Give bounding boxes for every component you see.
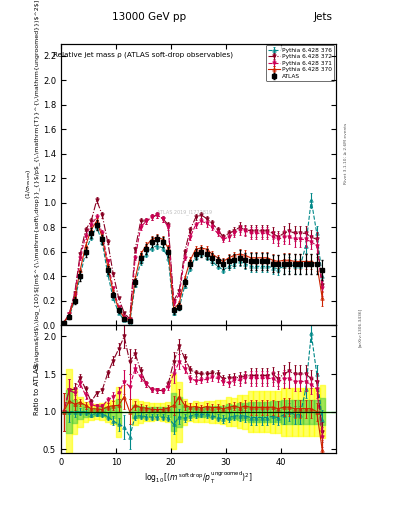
Legend: Pythia 6.428 376, Pythia 6.428 372, Pythia 6.428 371, Pythia 6.428 370, ATLAS: Pythia 6.428 376, Pythia 6.428 372, Pyth… [266, 45, 334, 81]
Text: [arXiv:1306.3436]: [arXiv:1306.3436] [358, 308, 362, 347]
X-axis label: $\log_{10}[(m^{\,\mathrm{soft\,drop}}_{\,}/p_{\,\mathrm{T}}^{\,\mathrm{ungroomed: $\log_{10}[(m^{\,\mathrm{soft\,drop}}_{\… [144, 470, 253, 486]
Text: ATLAS 2019_I1772819: ATLAS 2019_I1772819 [157, 209, 212, 216]
Text: Jets: Jets [313, 11, 332, 22]
Text: 13000 GeV pp: 13000 GeV pp [112, 11, 186, 22]
Y-axis label: $(1/\sigma_\mathrm{resum})$
d$\sigma$/d$\,\log_{10}$[(m$^{\,\mathrm{soft\,drop}}: $(1/\sigma_\mathrm{resum})$ d$\sigma$/d$… [24, 0, 40, 370]
Y-axis label: Ratio to ATLAS: Ratio to ATLAS [34, 364, 40, 415]
Text: Relative jet mass ρ (ATLAS soft-drop observables): Relative jet mass ρ (ATLAS soft-drop obs… [53, 52, 233, 58]
Text: Rivet 3.1.10; ≥ 2.6M events: Rivet 3.1.10; ≥ 2.6M events [344, 123, 348, 184]
